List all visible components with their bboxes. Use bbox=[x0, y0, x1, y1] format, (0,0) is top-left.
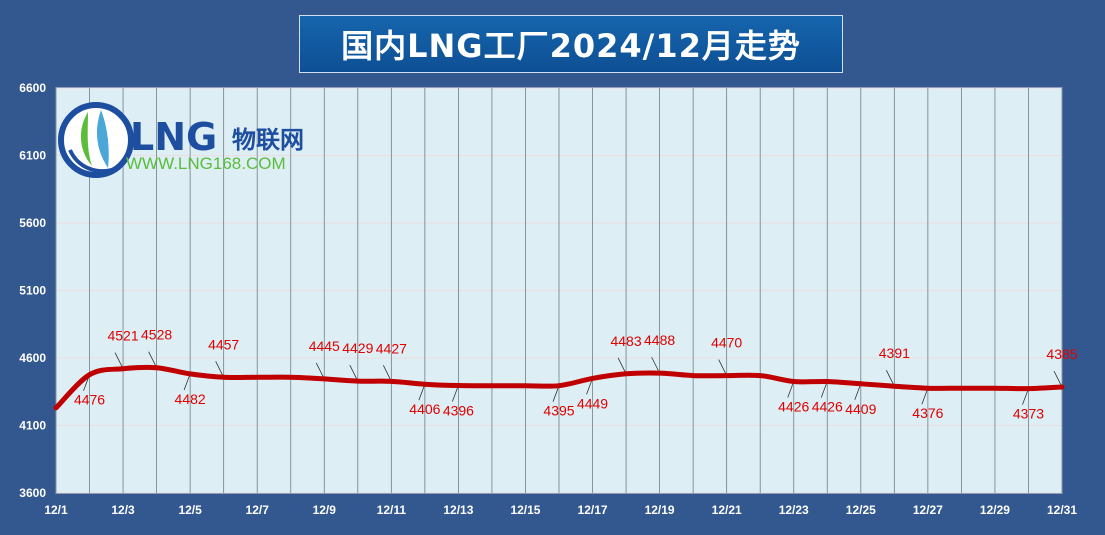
data-label: 4445 bbox=[309, 338, 340, 354]
series-line bbox=[53, 364, 1065, 411]
data-labels: 4476 4521 4528 4482 4457 4445 4429 4427 4406 4396… bbox=[74, 327, 1078, 422]
x-tick-label: 12/9 bbox=[313, 503, 337, 517]
x-tick-label: 12/7 bbox=[246, 503, 270, 517]
data-label: 4528 bbox=[141, 327, 172, 343]
x-tick-label: 12/19 bbox=[645, 503, 675, 517]
label-leader bbox=[1022, 388, 1029, 405]
data-label: 4488 bbox=[644, 332, 675, 348]
data-label: 4476 bbox=[74, 392, 105, 408]
data-label: 4395 bbox=[543, 403, 574, 419]
y-tick-label: 4600 bbox=[19, 351, 46, 365]
data-label: 4449 bbox=[577, 395, 608, 411]
data-label: 4409 bbox=[845, 401, 876, 417]
chart-title-box: 国内LNG工厂2024/12月走势 bbox=[299, 15, 843, 73]
x-tick-label: 12/17 bbox=[578, 503, 608, 517]
label-leader bbox=[854, 383, 862, 400]
label-leader bbox=[183, 373, 191, 391]
x-tick-label: 12/5 bbox=[178, 503, 202, 517]
x-tick-label: 12/31 bbox=[1047, 503, 1077, 517]
label-leader bbox=[921, 388, 929, 405]
label-leader bbox=[148, 351, 157, 368]
chart-title: 国内LNG工厂2024/12月走势 bbox=[341, 27, 801, 65]
label-leader bbox=[1053, 370, 1063, 388]
y-tick-label: 3600 bbox=[19, 486, 46, 500]
label-leader bbox=[452, 385, 459, 402]
data-label: 4470 bbox=[711, 335, 742, 351]
data-label: 4482 bbox=[175, 391, 206, 407]
label-leader bbox=[552, 385, 560, 402]
data-label: 4406 bbox=[409, 401, 440, 417]
x-tick-label: 12/27 bbox=[913, 503, 943, 517]
x-tick-label: 12/21 bbox=[712, 503, 742, 517]
label-leader bbox=[651, 356, 660, 374]
label-leader bbox=[114, 352, 124, 369]
x-tick-label: 12/1 bbox=[44, 503, 68, 517]
data-label: 4521 bbox=[107, 328, 138, 344]
x-tick-label: 12/11 bbox=[377, 503, 407, 517]
x-tick-label: 12/15 bbox=[510, 503, 540, 517]
label-leader-lines bbox=[83, 351, 1063, 405]
x-tick-label: 12/29 bbox=[980, 503, 1010, 517]
data-label: 4385 bbox=[1046, 346, 1077, 362]
label-leader bbox=[617, 357, 627, 374]
logo-name: 物联网 bbox=[232, 126, 304, 154]
lng-logo: LNG 物联网 WWW.LNG168.COM bbox=[58, 102, 304, 178]
y-axis: 3600 4100 4600 5100 5600 6100 6600 bbox=[19, 81, 46, 500]
label-leader bbox=[787, 381, 795, 398]
data-label: 4429 bbox=[342, 340, 373, 356]
data-label: 4426 bbox=[778, 398, 809, 414]
data-label: 4426 bbox=[812, 398, 843, 414]
label-leader bbox=[315, 362, 325, 380]
x-axis: 12/1 12/3 12/5 12/7 12/9 12/11 12/13 12/15 12/17… bbox=[44, 503, 1077, 517]
y-tick-label: 5100 bbox=[19, 284, 46, 298]
x-tick-label: 12/3 bbox=[111, 503, 135, 517]
label-leader bbox=[349, 364, 359, 382]
label-leader bbox=[382, 365, 392, 382]
label-leader bbox=[215, 361, 225, 378]
logo-url: WWW.LNG168.COM bbox=[126, 154, 286, 173]
vertical-grid bbox=[55, 88, 1063, 493]
label-leader bbox=[820, 381, 828, 398]
data-label: 4483 bbox=[610, 333, 641, 349]
data-label: 4427 bbox=[376, 340, 407, 356]
x-tick-label: 12/13 bbox=[443, 503, 473, 517]
x-tick-label: 12/23 bbox=[779, 503, 809, 517]
lng-droplet-logo-icon bbox=[58, 102, 134, 178]
data-label: 4457 bbox=[208, 336, 239, 352]
data-label: 4391 bbox=[879, 345, 910, 361]
y-tick-label: 4100 bbox=[19, 419, 46, 433]
x-tick-label: 12/25 bbox=[846, 503, 876, 517]
label-leader bbox=[885, 370, 895, 387]
y-tick-label: 6100 bbox=[19, 149, 46, 163]
data-label: 4373 bbox=[1013, 406, 1044, 422]
y-tick-label: 5600 bbox=[19, 216, 46, 230]
data-label: 4396 bbox=[443, 403, 474, 419]
y-tick-label: 6600 bbox=[19, 81, 46, 95]
data-label: 4376 bbox=[912, 405, 943, 421]
label-leader bbox=[718, 359, 728, 376]
label-leader bbox=[418, 384, 426, 401]
logo-brand: LNG bbox=[130, 115, 217, 159]
